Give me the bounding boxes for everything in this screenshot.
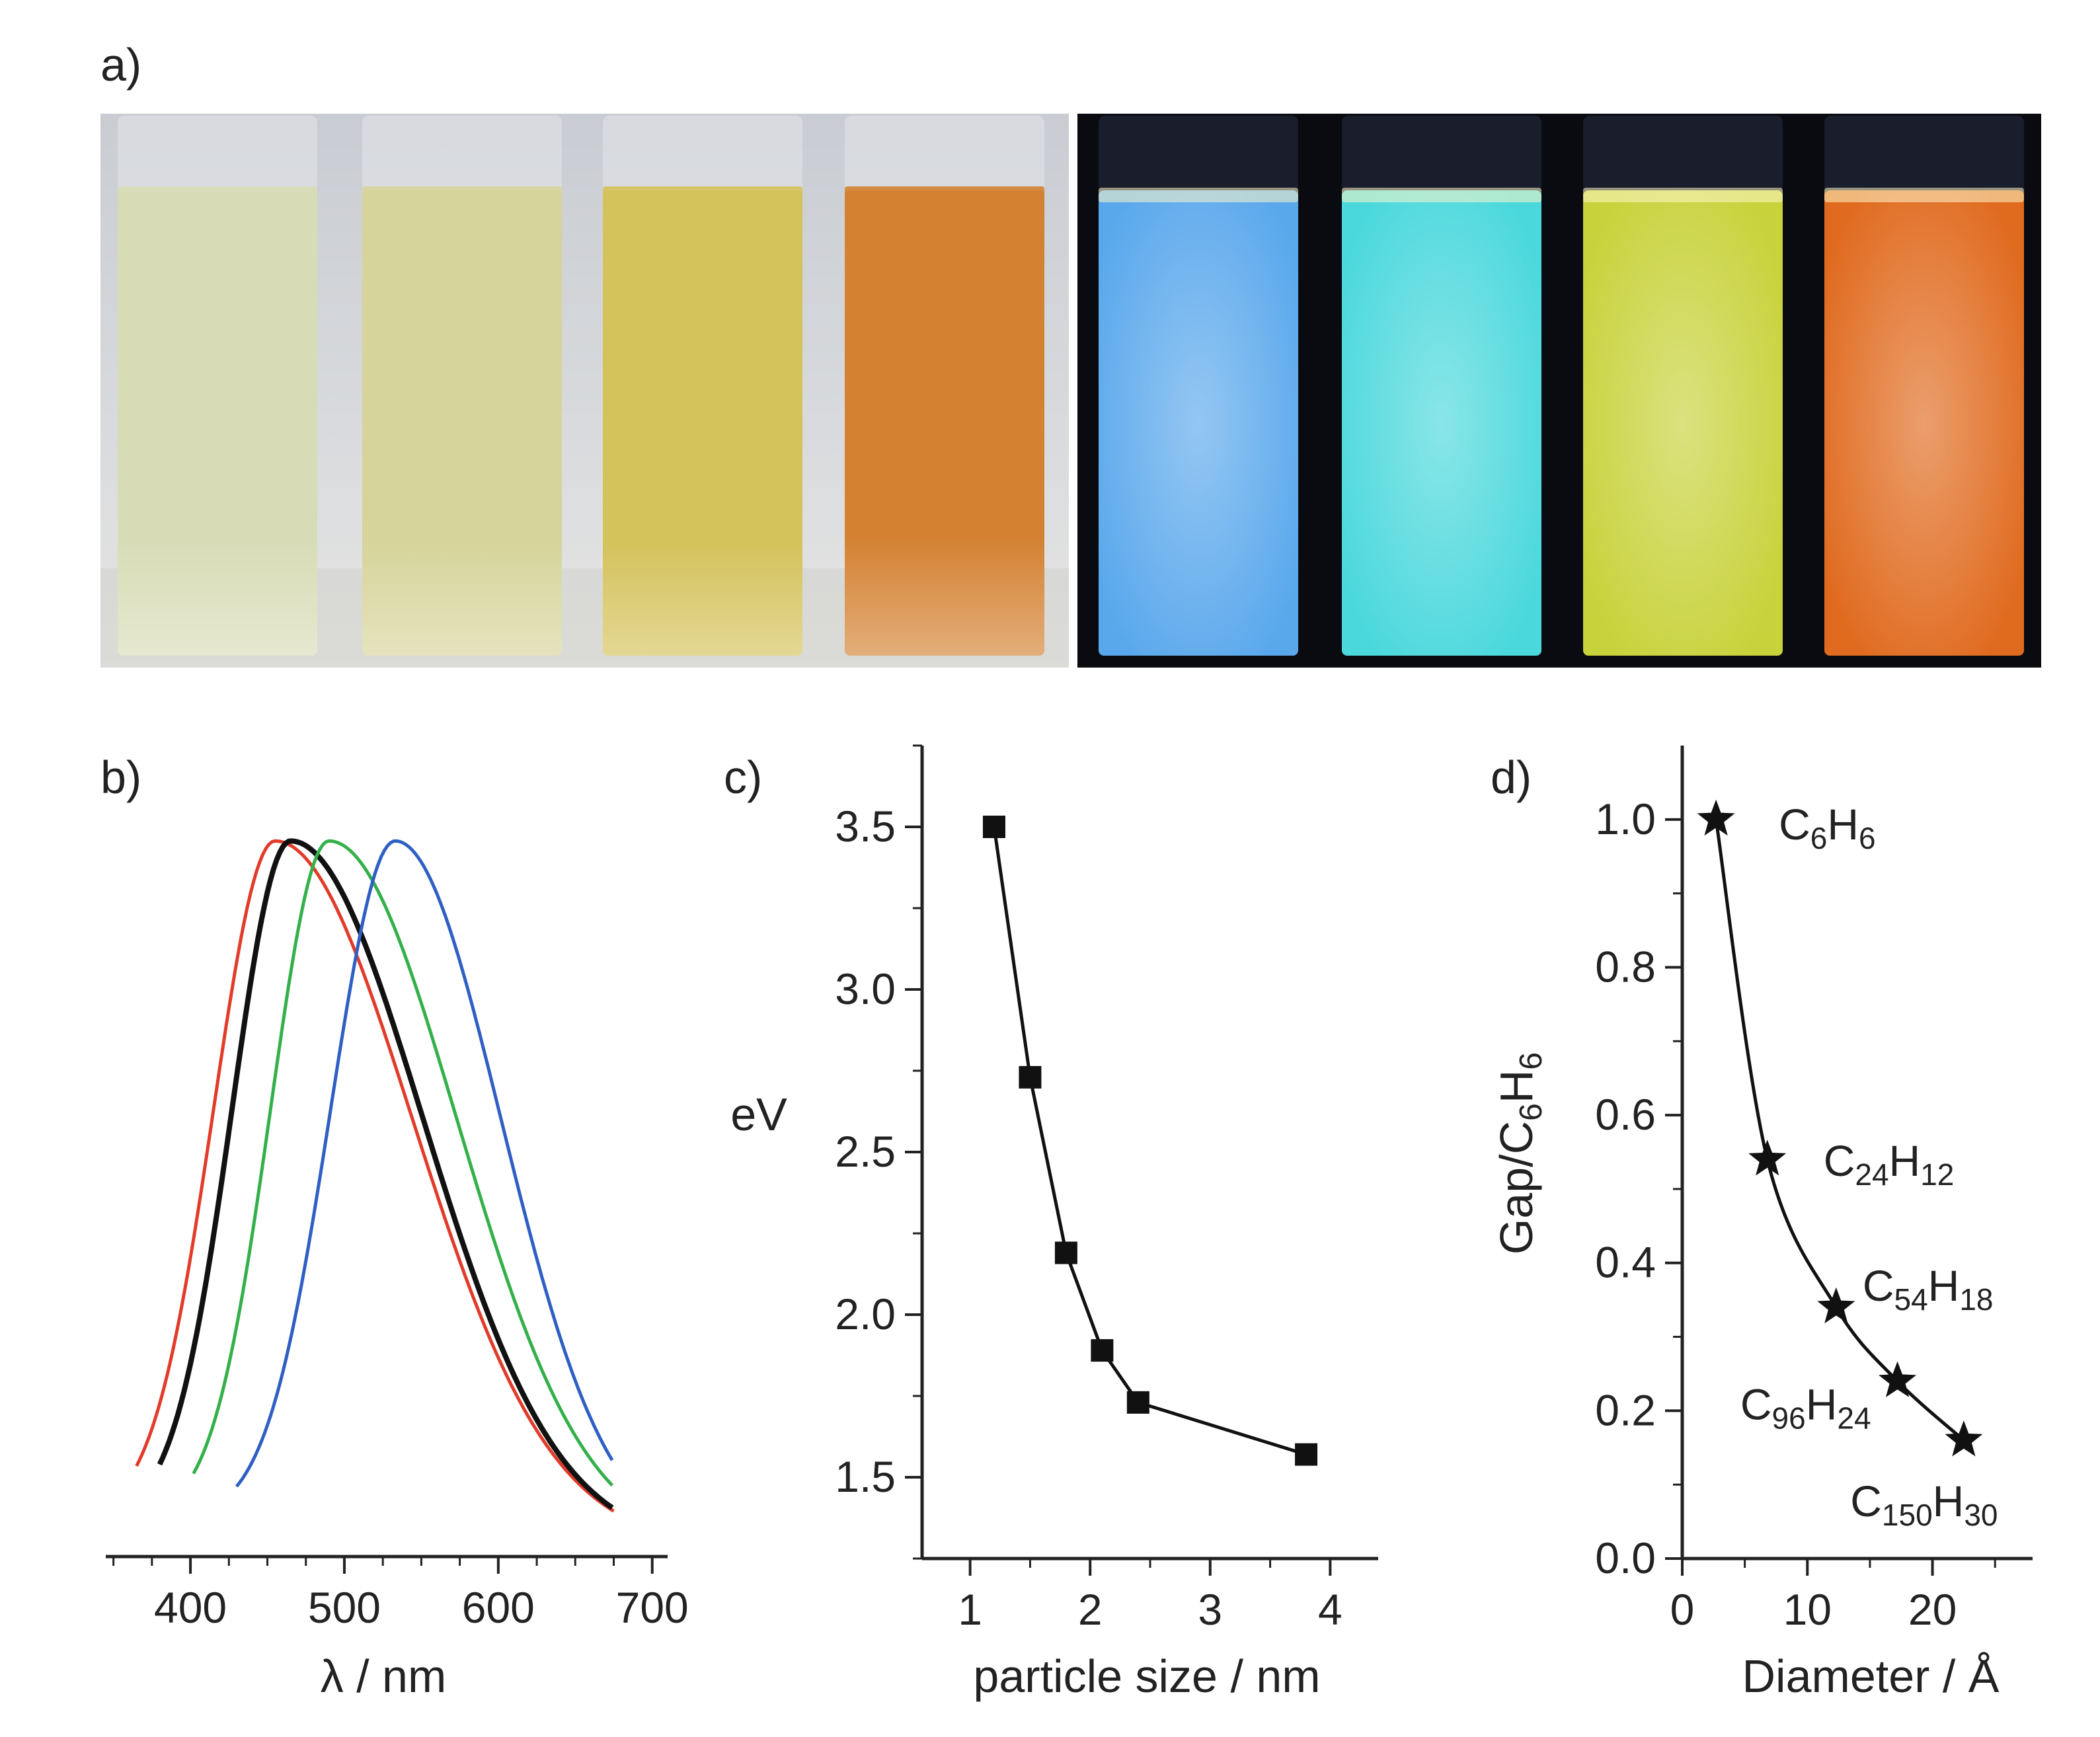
chart-d-point-star <box>1945 1420 1983 1457</box>
chart-c-y-tick-label: 1.5 <box>835 1452 896 1501</box>
chart-d-y-tick-label: 0.6 <box>1595 1090 1656 1139</box>
chart-d-y-tick-label: 0.0 <box>1595 1533 1656 1582</box>
chart-d-molecule-label: C24H12 <box>1824 1136 1955 1192</box>
chart-c-xlabel: particle size / nm <box>973 1650 1320 1702</box>
chart-c-series-line <box>992 826 1307 1456</box>
panel-label-b: b) <box>100 752 141 803</box>
chart-d-molecule-label: C54H18 <box>1863 1261 1994 1317</box>
chart-b-x-tick-label: 400 <box>154 1583 227 1632</box>
chart-c-y-tick-label: 3.0 <box>835 964 896 1013</box>
chart-d-molecule-label: C96H24 <box>1740 1380 1871 1436</box>
chart-d-x-tick-label: 10 <box>1783 1585 1832 1634</box>
chart-b-x-tick-label: 600 <box>462 1583 535 1632</box>
chart-d-point-star <box>1817 1287 1855 1324</box>
chart-d-y-tick-label: 0.8 <box>1595 942 1656 991</box>
chart-c-ylabel: eV <box>730 1089 787 1140</box>
vial-glow-uv <box>1342 190 1541 656</box>
chart-d-y-tick-label: 0.2 <box>1595 1385 1656 1434</box>
panel-label-c: c) <box>724 752 762 803</box>
chart-d-gap: 0 10 20 0.0 0.2 0.4 0.6 0.8 1.0 C6H6 C24H12 C54H18 C… <box>1595 746 2033 1634</box>
chart-b-xlabel: λ / nm <box>321 1650 447 1702</box>
chart-c-x-tick-label: 3 <box>1198 1585 1222 1634</box>
spectrum-line-green <box>192 839 614 1486</box>
chart-c-x-tick-label: 1 <box>958 1585 982 1634</box>
chart-d-y-tick-label: 1.0 <box>1595 794 1656 843</box>
chart-d-xlabel: Diameter / Å <box>1742 1650 2000 1702</box>
chart-c-y-tick-label: 3.5 <box>835 802 896 851</box>
chart-d-point-star <box>1748 1139 1787 1176</box>
chart-d-x-tick-label: 0 <box>1670 1585 1695 1634</box>
chart-c-point <box>1295 1443 1318 1466</box>
chart-c-point <box>1091 1339 1114 1362</box>
chart-d-y-tick-label: 0.4 <box>1595 1238 1656 1287</box>
photo-daylight <box>100 114 1069 668</box>
chart-c-x-tick-label: 4 <box>1318 1585 1342 1634</box>
chart-c-point <box>1054 1241 1077 1264</box>
chart-d-point-star <box>1879 1361 1917 1397</box>
chart-d-series-line <box>1714 819 1965 1442</box>
chart-c-y-tick-label: 2.0 <box>835 1290 896 1338</box>
vial-shine-day <box>362 190 562 656</box>
vial-glow-uv <box>1583 190 1783 656</box>
vial-glow-uv <box>1824 190 2024 656</box>
spectrum-line-black <box>157 838 614 1510</box>
chart-c-bandgap: 1 2 3 4 1.5 2.0 2.5 3.0 3.5 <box>835 744 1378 1634</box>
panel-label-a: a) <box>100 39 141 91</box>
chart-d-molecule-label: C150H30 <box>1850 1477 1998 1532</box>
spectrum-line-red <box>135 839 615 1513</box>
vial-shine-day <box>845 190 1044 656</box>
vial-glow-uv <box>1099 190 1298 656</box>
vial-shine-day <box>603 190 802 656</box>
chart-b-x-tick-label: 500 <box>308 1583 381 1632</box>
vial-shine-day <box>118 190 317 656</box>
chart-d-molecule-label: C6H6 <box>1779 800 1876 855</box>
chart-c-point <box>1126 1391 1149 1414</box>
chart-d-ylabel: Gap/C6H6 <box>1491 1052 1549 1254</box>
panel-label-d: d) <box>1491 752 1532 803</box>
chart-c-x-tick-label: 2 <box>1078 1585 1103 1634</box>
chart-c-point <box>982 816 1005 838</box>
spectrum-line-blue <box>235 839 614 1488</box>
photo-uv <box>1077 114 2041 668</box>
chart-c-y-tick-label: 2.5 <box>835 1127 896 1176</box>
chart-c-point <box>1019 1065 1042 1089</box>
chart-b-spectra: 400 500 600 700 <box>106 838 689 1632</box>
chart-d-point-star <box>1697 799 1735 836</box>
chart-d-x-tick-label: 20 <box>1908 1585 1957 1634</box>
chart-b-x-tick-label: 700 <box>616 1583 689 1632</box>
